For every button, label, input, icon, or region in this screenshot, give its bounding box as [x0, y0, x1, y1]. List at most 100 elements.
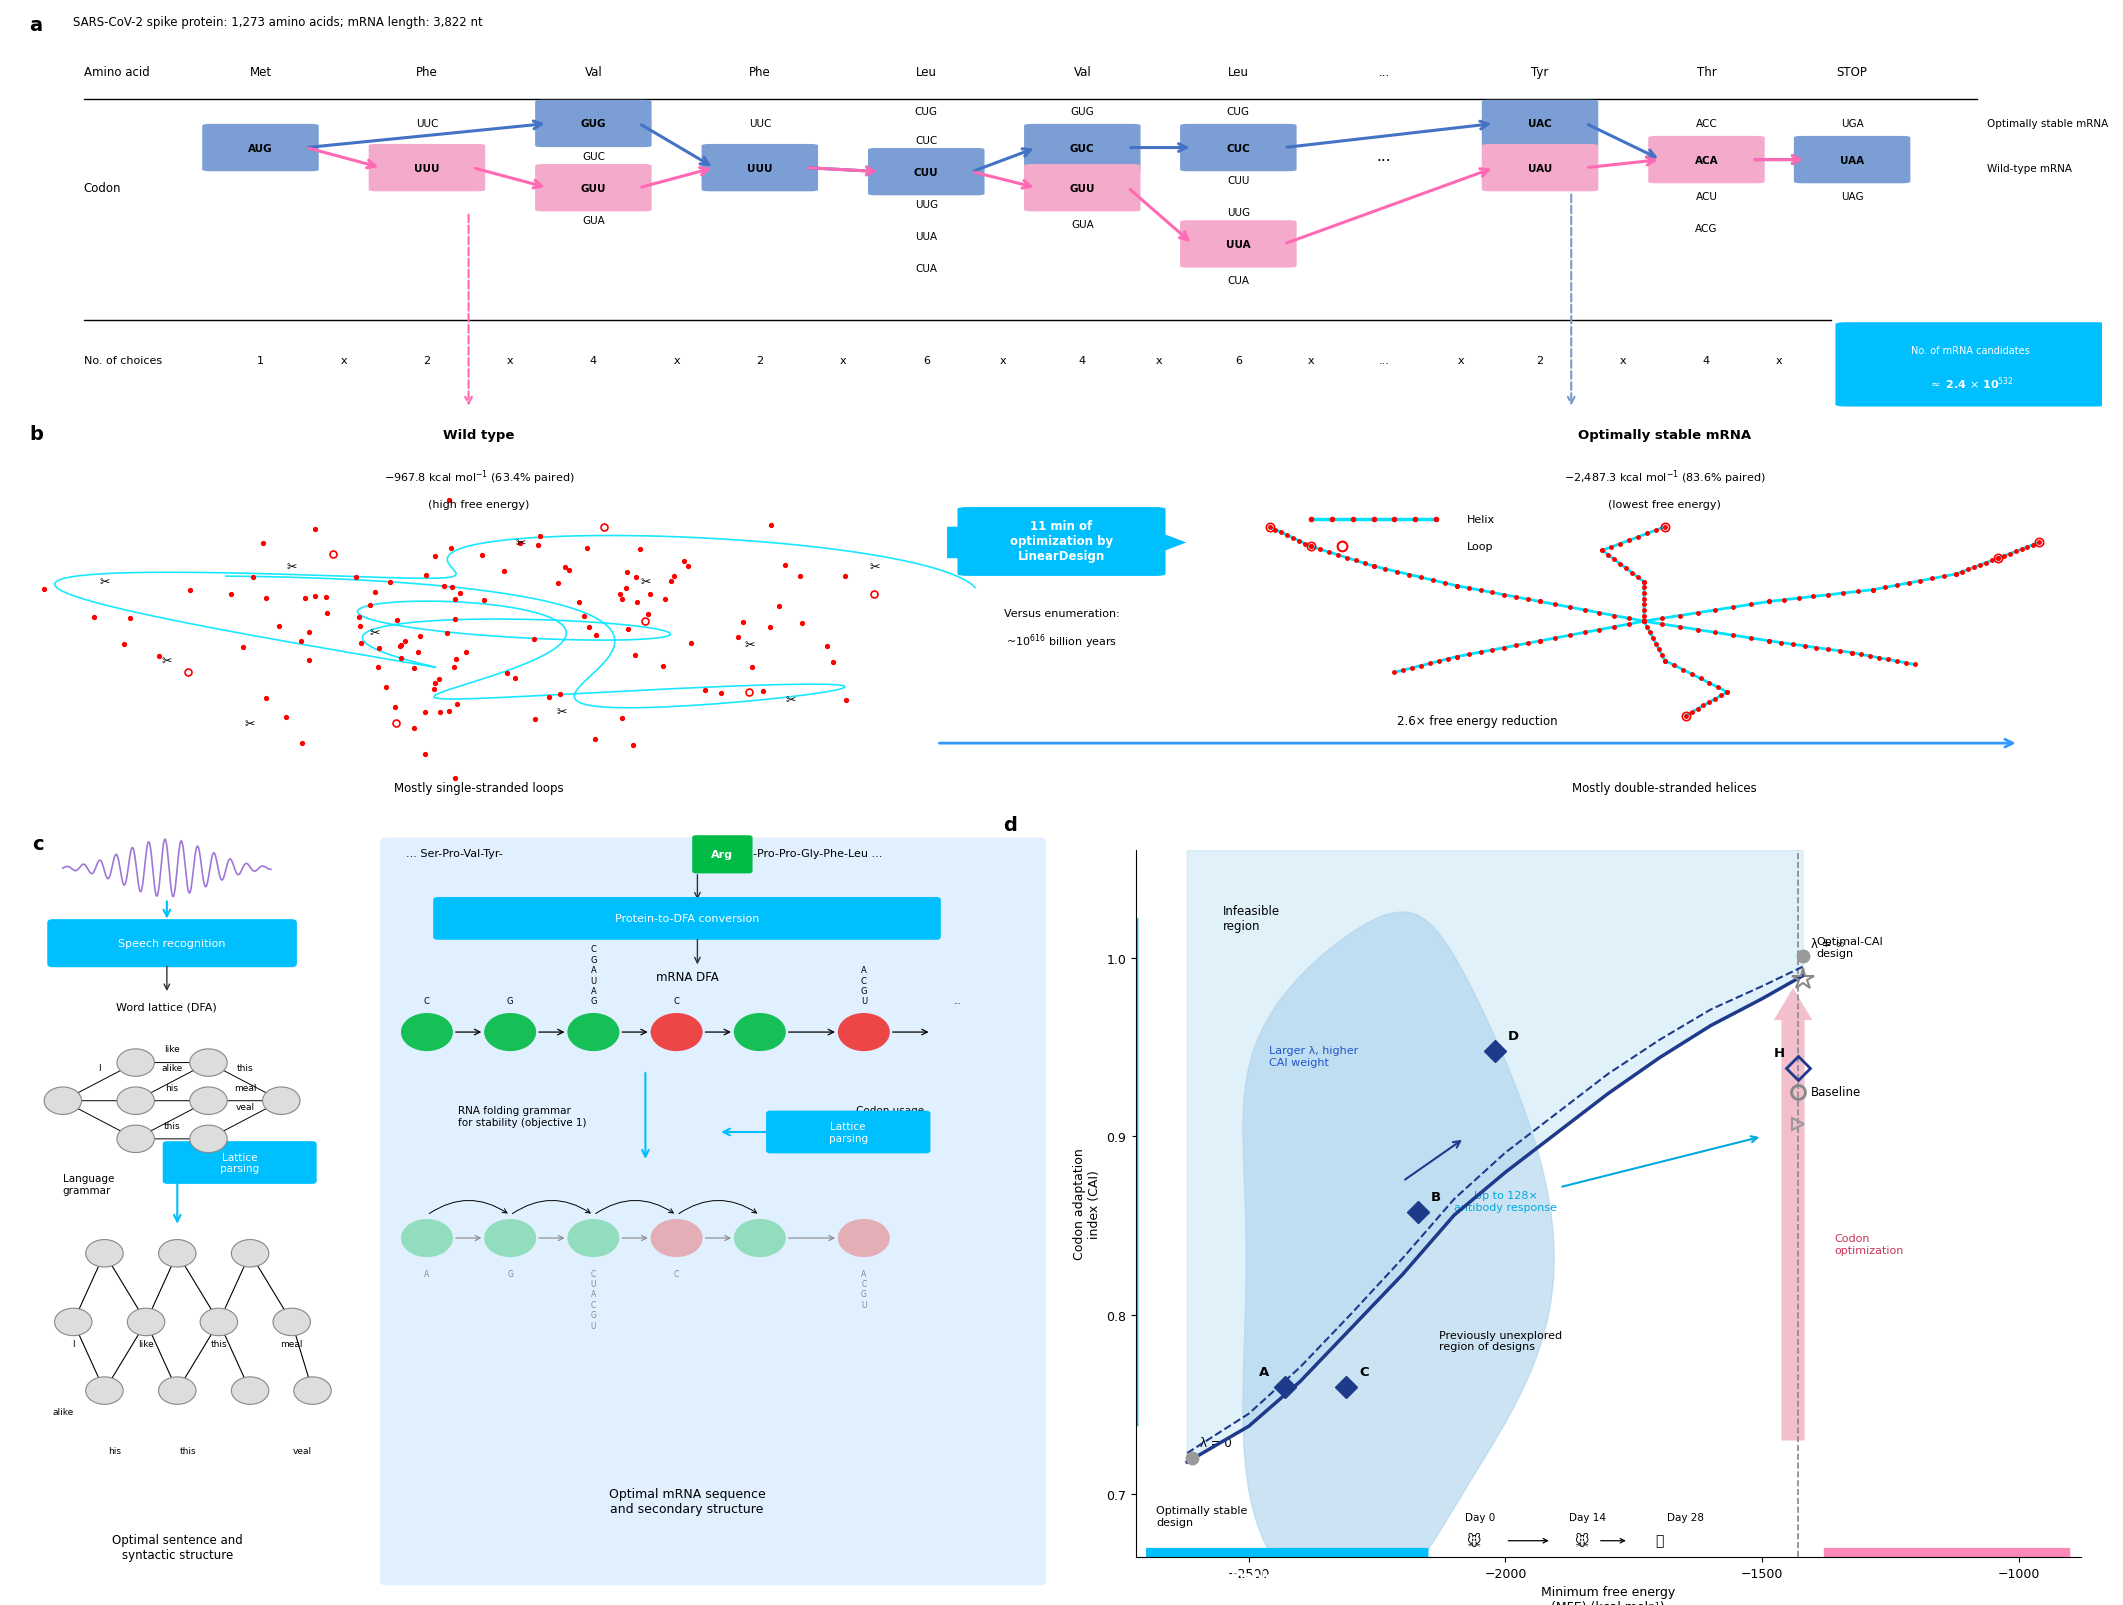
Text: 2.6× free energy reduction: 2.6× free energy reduction [1397, 714, 1558, 729]
Text: x: x [1777, 356, 1783, 366]
Text: Mostly double-stranded helices: Mostly double-stranded helices [1573, 782, 1758, 794]
FancyBboxPatch shape [535, 101, 652, 148]
Text: UGA: UGA [1841, 119, 1864, 130]
Text: Optimal-CAI
design: Optimal-CAI design [1815, 936, 1883, 958]
Text: Larger λ, higher
CAI weight: Larger λ, higher CAI weight [1270, 1045, 1359, 1067]
Circle shape [650, 1220, 703, 1257]
Text: No. of mRNA candidates: No. of mRNA candidates [1911, 347, 2030, 356]
Circle shape [85, 1239, 123, 1268]
Text: A: A [425, 1268, 429, 1278]
Text: 2: 2 [422, 356, 431, 366]
Circle shape [735, 1013, 786, 1051]
Text: I: I [72, 1339, 74, 1348]
Text: mRNA DFA: mRNA DFA [656, 969, 718, 982]
FancyBboxPatch shape [766, 1111, 930, 1154]
Circle shape [45, 1087, 81, 1115]
Circle shape [650, 1013, 703, 1051]
Circle shape [55, 1308, 91, 1335]
Circle shape [200, 1308, 238, 1335]
Text: GUA: GUA [1070, 220, 1093, 230]
Text: G: G [507, 1268, 514, 1278]
Polygon shape [1242, 912, 1554, 1603]
Text: Codon
optimization: Codon optimization [1834, 1233, 1904, 1255]
Y-axis label: Codon adaptation
index (CAI): Codon adaptation index (CAI) [1072, 1148, 1100, 1260]
Circle shape [117, 1050, 155, 1077]
Text: UAG: UAG [1841, 191, 1864, 202]
Text: C: C [673, 997, 679, 1006]
Text: CUU: CUU [1227, 175, 1250, 186]
Text: ...: ... [1378, 66, 1391, 79]
Text: No. of choices: No. of choices [83, 356, 161, 366]
Text: Infeasible
region: Infeasible region [1223, 904, 1280, 933]
Text: ✂: ✂ [161, 655, 172, 668]
Text: A: A [1259, 1366, 1270, 1379]
FancyArrow shape [1773, 989, 1813, 1441]
FancyBboxPatch shape [868, 149, 985, 196]
Text: C: C [425, 997, 429, 1006]
Circle shape [117, 1125, 155, 1152]
Text: UUC: UUC [749, 119, 771, 130]
FancyBboxPatch shape [433, 897, 940, 941]
Text: Previously unexplored
region of designs: Previously unexplored region of designs [1439, 1331, 1563, 1351]
Text: C: C [673, 1268, 679, 1278]
Text: like: like [163, 1045, 180, 1054]
Text: 3: 3 [1849, 356, 1856, 366]
FancyBboxPatch shape [1023, 125, 1140, 172]
Text: C
U
A
C
G
U: C U A C G U [590, 1268, 597, 1329]
Text: UAU: UAU [1529, 164, 1552, 173]
Text: Stable structure: Stable structure [1231, 1570, 1340, 1583]
Text: Versus enumeration:: Versus enumeration: [1004, 608, 1119, 620]
FancyBboxPatch shape [47, 920, 297, 968]
Text: -Pro-Pro-Gly-Phe-Leu ...: -Pro-Pro-Gly-Phe-Leu ... [752, 849, 881, 859]
Text: ~10$^{616}$ billion years: ~10$^{616}$ billion years [1006, 632, 1117, 650]
Text: 1: 1 [257, 356, 263, 366]
Text: Wild-type mRNA: Wild-type mRNA [1987, 164, 2072, 173]
Text: 4: 4 [1703, 356, 1709, 366]
Text: CUA: CUA [1227, 276, 1248, 286]
Circle shape [189, 1125, 227, 1152]
Text: Val: Val [1074, 66, 1091, 79]
Text: Optimal sentence and
syntactic structure: Optimal sentence and syntactic structure [113, 1533, 242, 1562]
Text: GUU: GUU [580, 183, 607, 194]
Text: c: c [32, 835, 42, 854]
FancyBboxPatch shape [1146, 1547, 1429, 1605]
Text: Baseline: Baseline [1811, 1085, 1862, 1098]
FancyBboxPatch shape [1482, 144, 1599, 193]
Text: Optimally stable mRNA: Optimally stable mRNA [1577, 429, 1751, 441]
Text: SARS-CoV-2 spike protein: 1,273 amino acids; mRNA length: 3,822 nt: SARS-CoV-2 spike protein: 1,273 amino ac… [72, 16, 484, 29]
Text: ✂: ✂ [786, 693, 796, 706]
Text: x: x [1000, 356, 1006, 366]
Text: CUC: CUC [1227, 143, 1250, 154]
Text: veal: veal [293, 1446, 312, 1454]
Text: x: x [340, 356, 346, 366]
Text: D: D [1507, 1029, 1520, 1042]
Text: 6: 6 [924, 356, 930, 366]
FancyBboxPatch shape [692, 836, 752, 873]
Text: UUU: UUU [747, 164, 773, 173]
Text: ...: ... [1376, 149, 1391, 164]
Circle shape [839, 1220, 890, 1257]
Text: ✂: ✂ [369, 628, 380, 640]
Text: ...: ... [953, 997, 962, 1006]
Text: ✂: ✂ [287, 560, 297, 573]
Text: Phe: Phe [749, 66, 771, 79]
Text: ✂: ✂ [641, 576, 650, 589]
Text: CUG: CUG [1227, 108, 1250, 117]
Text: G: G [507, 997, 514, 1006]
Text: 4: 4 [590, 356, 597, 366]
Text: CUC: CUC [915, 135, 938, 146]
Text: ✂: ✂ [100, 576, 110, 589]
Circle shape [263, 1087, 299, 1115]
Text: 🩸: 🩸 [1656, 1534, 1664, 1547]
Text: C: C [1359, 1366, 1369, 1379]
Text: RNA folding grammar
for stability (objective 1): RNA folding grammar for stability (objec… [459, 1106, 586, 1127]
FancyBboxPatch shape [1023, 165, 1140, 212]
Text: Word lattice (DFA): Word lattice (DFA) [117, 1002, 217, 1011]
FancyBboxPatch shape [701, 144, 817, 193]
Text: ✂: ✂ [745, 639, 754, 652]
Text: UUA: UUA [1227, 239, 1250, 250]
Text: Lattice
parsing: Lattice parsing [828, 1122, 868, 1143]
Text: 6: 6 [1236, 356, 1242, 366]
Text: 11 min of
optimization by
LinearDesign: 11 min of optimization by LinearDesign [1011, 520, 1112, 563]
Text: Language
grammar: Language grammar [64, 1173, 115, 1196]
